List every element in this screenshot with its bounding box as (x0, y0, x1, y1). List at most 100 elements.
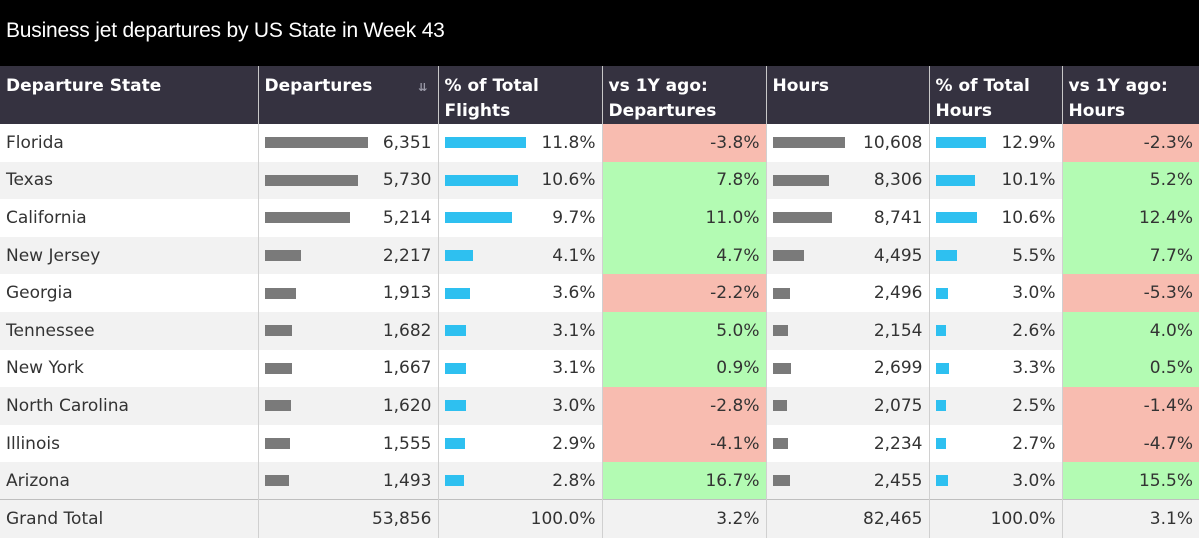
yoy-departures-cell: 4.7% (602, 236, 767, 275)
yoy-hours-cell: -1.4% (1062, 387, 1199, 425)
hours-cell-bar (772, 250, 804, 262)
table-row: North Carolina 1,620 3.0% -2.8% 2,075 2.5% -1.… (0, 387, 1199, 425)
yoy-hours-cell: -5.3% (1062, 274, 1199, 312)
col-header-departures[interactable]: Departures ⇊ (258, 66, 439, 124)
hours-cell-bar (772, 287, 790, 299)
departures-cell-bar (264, 475, 289, 487)
departures-cell-bar (264, 400, 291, 412)
pct-hours-cell-value: 2.6% (1012, 320, 1056, 341)
pct-hours-cell: 2.7% (929, 424, 1063, 463)
col-header-pct-flights[interactable]: % of Total Flights (438, 66, 603, 124)
departures-cell: 1,620 (258, 387, 439, 425)
pct-flights-cell-value: 4.1% (552, 245, 596, 266)
departures-cell: 5,214 (258, 199, 439, 237)
table-row: New York 1,667 3.1% 0.9% 2,699 3.3% 0.5% (0, 349, 1199, 388)
pct-flights-cell: 2.9% (438, 424, 603, 463)
col-header-yoy-hours[interactable]: vs 1Y ago: Hours (1062, 66, 1199, 124)
departures-cell-value: 1,620 (382, 395, 432, 416)
pct-flights-cell: 2.8% (438, 462, 603, 500)
yoy-hours-cell: 0.5% (1062, 349, 1199, 388)
hours-cell: 2,234 (766, 424, 930, 463)
departures-cell: 1,555 (258, 424, 439, 463)
hours-cell-bar (772, 475, 790, 487)
pct-flights-cell-bar (444, 137, 526, 149)
hours-cell-value: 8,306 (873, 170, 923, 191)
col-header-hours[interactable]: Hours (766, 66, 930, 124)
hours-cell-value: 8,741 (873, 207, 923, 228)
hours-cell: 2,455 (766, 462, 930, 500)
state-cell: Illinois (0, 424, 259, 463)
pct-flights-cell-value: 2.9% (552, 433, 596, 454)
pct-hours-cell: 3.0% (929, 462, 1063, 500)
pct-hours-cell-value: 10.6% (1001, 207, 1056, 228)
hours-cell-value: 2,699 (873, 358, 923, 379)
pct-flights-cell-value: 3.0% (552, 395, 596, 416)
departures-cell: 5,730 (258, 161, 439, 200)
col-header-departure-state[interactable]: Departure State (0, 66, 259, 124)
yoy-hours-cell: 4.0% (1062, 311, 1199, 350)
table-row: Georgia 1,913 3.6% -2.2% 2,496 3.0% -5.3% (0, 274, 1199, 312)
total-yoy-departures: 3.2% (602, 499, 767, 538)
pct-flights-cell: 9.7% (438, 199, 603, 237)
pct-flights-cell-bar (444, 250, 473, 262)
yoy-hours-cell: 15.5% (1062, 462, 1199, 500)
state-cell: Tennessee (0, 311, 259, 350)
yoy-departures-cell: 7.8% (602, 161, 767, 200)
departures-cell: 1,667 (258, 349, 439, 388)
pct-hours-cell-value: 2.5% (1012, 395, 1056, 416)
departures-cell: 2,217 (258, 236, 439, 275)
col-header-pct-hours[interactable]: % of Total Hours (929, 66, 1063, 124)
departures-cell-value: 6,351 (382, 132, 432, 153)
hours-cell-bar (772, 400, 787, 412)
yoy-departures-cell: -2.8% (602, 387, 767, 425)
table-row: Tennessee 1,682 3.1% 5.0% 2,154 2.6% 4.0% (0, 311, 1199, 350)
pct-hours-cell-bar (935, 137, 986, 149)
yoy-hours-cell: -2.3% (1062, 124, 1199, 162)
total-departures: 53,856 (258, 499, 439, 538)
pct-flights-cell-value: 9.7% (552, 207, 596, 228)
hours-cell: 8,741 (766, 199, 930, 237)
pct-flights-cell-bar (444, 287, 470, 299)
departures-cell-bar (264, 212, 350, 224)
departures-cell-bar (264, 325, 292, 337)
grand-total-row: Grand Total 53,856 100.0% 3.2% 82,465 100.0% 3… (0, 499, 1199, 538)
state-cell: Arizona (0, 462, 259, 500)
table-body: Florida 6,351 11.8% -3.8% 10,608 12.9% -2.3% Te… (0, 124, 1199, 538)
col-header-label: Departures (264, 76, 373, 96)
hours-cell-value: 4,495 (873, 245, 923, 266)
pct-hours-cell-value: 3.3% (1012, 358, 1056, 379)
pct-flights-cell: 3.1% (438, 349, 603, 388)
hours-cell-value: 2,075 (873, 395, 923, 416)
pct-flights-cell-value: 3.6% (552, 283, 596, 304)
departures-cell-value: 1,493 (382, 470, 432, 491)
departures-cell-value: 5,214 (382, 207, 432, 228)
yoy-departures-cell: -3.8% (602, 124, 767, 162)
pct-flights-cell-value: 2.8% (552, 470, 596, 491)
departures-cell-bar (264, 137, 368, 149)
pct-hours-cell-value: 10.1% (1001, 170, 1056, 191)
state-cell: Georgia (0, 274, 259, 312)
pct-hours-cell-value: 3.0% (1012, 470, 1056, 491)
departures-cell-bar (264, 250, 301, 262)
pct-hours-cell-bar (935, 250, 957, 262)
col-header-yoy-departures[interactable]: vs 1Y ago: Departures (602, 66, 767, 124)
yoy-departures-cell: 0.9% (602, 349, 767, 388)
departures-cell-value: 1,555 (382, 433, 432, 454)
total-label: Grand Total (0, 499, 259, 538)
hours-cell: 2,154 (766, 311, 930, 350)
chart-title: Business jet departures by US State in W… (6, 19, 445, 42)
hours-cell-value: 2,496 (873, 283, 923, 304)
yoy-departures-cell: 5.0% (602, 311, 767, 350)
hours-cell-bar (772, 212, 832, 224)
state-cell: New Jersey (0, 236, 259, 275)
pct-hours-cell: 2.5% (929, 387, 1063, 425)
total-yoy-hours: 3.1% (1062, 499, 1199, 538)
hours-cell-bar (772, 137, 845, 149)
sort-descending-icon[interactable]: ⇊ (418, 81, 428, 94)
hours-cell: 2,496 (766, 274, 930, 312)
pct-flights-cell-bar (444, 362, 466, 374)
pct-hours-cell-bar (935, 438, 946, 450)
hours-cell-value: 2,154 (873, 320, 923, 341)
table-row: New Jersey 2,217 4.1% 4.7% 4,495 5.5% 7.7% (0, 236, 1199, 275)
hours-cell: 2,699 (766, 349, 930, 388)
